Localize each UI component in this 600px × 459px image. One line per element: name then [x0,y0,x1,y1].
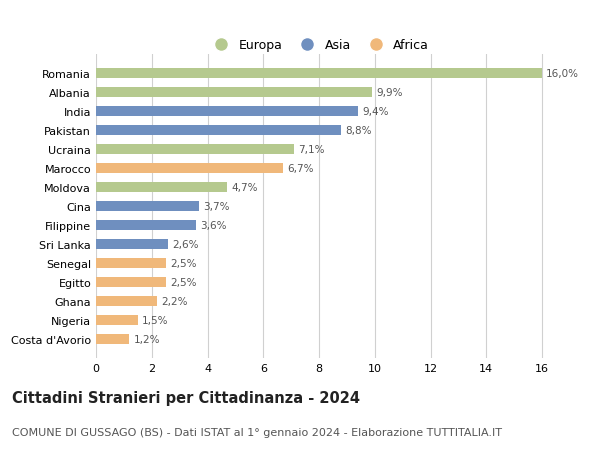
Bar [96,220,196,231]
Bar [96,163,283,174]
Bar [96,202,199,212]
Text: 2,5%: 2,5% [170,258,196,269]
Bar [96,277,166,287]
Text: 4,7%: 4,7% [231,183,258,193]
Bar [96,182,227,193]
Text: 9,9%: 9,9% [376,88,403,98]
Bar [96,315,138,325]
Text: 1,5%: 1,5% [142,315,169,325]
Bar [96,296,157,307]
Bar [96,258,166,269]
Text: COMUNE DI GUSSAGO (BS) - Dati ISTAT al 1° gennaio 2024 - Elaborazione TUTTITALIA: COMUNE DI GUSSAGO (BS) - Dati ISTAT al 1… [12,427,502,437]
Text: 16,0%: 16,0% [546,69,580,79]
Bar [96,106,358,117]
Text: 6,7%: 6,7% [287,164,313,174]
Text: 2,5%: 2,5% [170,277,196,287]
Text: 9,4%: 9,4% [362,107,389,117]
Text: 2,6%: 2,6% [173,240,199,249]
Text: 1,2%: 1,2% [134,334,160,344]
Bar [96,334,130,344]
Text: 3,7%: 3,7% [203,202,230,212]
Bar [96,239,169,250]
Text: 8,8%: 8,8% [346,126,372,136]
Text: Cittadini Stranieri per Cittadinanza - 2024: Cittadini Stranieri per Cittadinanza - 2… [12,390,360,405]
Text: 7,1%: 7,1% [298,145,325,155]
Bar [96,126,341,136]
Legend: Europa, Asia, Africa: Europa, Asia, Africa [203,34,434,57]
Bar [96,145,294,155]
Text: 2,2%: 2,2% [161,296,188,306]
Bar [96,69,542,79]
Bar [96,88,372,98]
Text: 3,6%: 3,6% [200,220,227,230]
